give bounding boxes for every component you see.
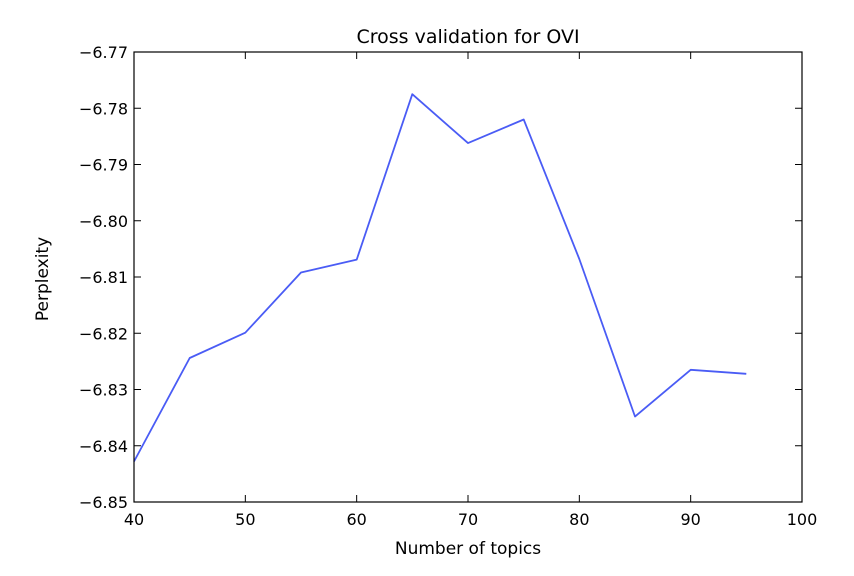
- y-tick-label: −6.83: [79, 381, 128, 400]
- y-tick-label: −6.79: [79, 156, 128, 175]
- y-axis-label: Perplexity: [33, 237, 53, 321]
- x-tick-label: 40: [124, 510, 144, 529]
- y-ticks: [134, 51, 802, 503]
- x-tick-label: 80: [569, 510, 589, 529]
- plot-frame: [133, 51, 803, 503]
- y-tick-label: −6.80: [79, 212, 128, 231]
- y-tick-label: −6.81: [79, 268, 128, 287]
- y-tick-label: −6.77: [79, 43, 128, 62]
- x-axis-label: Number of topics: [395, 539, 541, 559]
- x-ticks: [133, 52, 803, 502]
- series-line: [133, 93, 747, 462]
- x-tick-label: 100: [787, 510, 818, 529]
- series-lines: [133, 93, 747, 462]
- y-tick-label: −6.78: [79, 99, 128, 118]
- x-tick-label: 70: [458, 510, 478, 529]
- x-tick-label: 60: [346, 510, 366, 529]
- y-tick-label: −6.82: [79, 324, 128, 343]
- y-tick-label: −6.85: [79, 493, 128, 512]
- y-tick-labels: −6.85 −6.84 −6.83 −6.82 −6.81 −6.80 −6.79 −6.78…: [79, 43, 128, 512]
- x-tick-label: 50: [235, 510, 255, 529]
- x-tick-labels: 40 50 60 70 80 90 100: [124, 510, 817, 529]
- chart-title: Cross validation for OVI: [356, 26, 579, 48]
- y-tick-label: −6.84: [79, 437, 128, 456]
- x-tick-label: 90: [680, 510, 700, 529]
